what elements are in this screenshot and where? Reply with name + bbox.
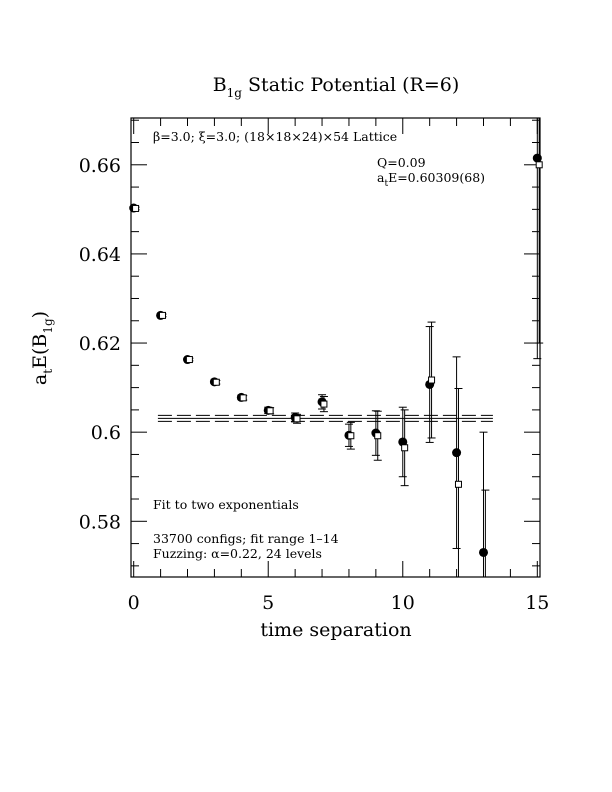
- x-tick-label: 0: [128, 592, 140, 614]
- y-axis-label: atE(B1g): [29, 311, 55, 385]
- chart-title: B1g Static Potential (R=6): [213, 74, 460, 100]
- title-rest: Static Potential (R=6): [242, 74, 459, 96]
- data-point-square: [320, 400, 328, 408]
- x-tick-label: 5: [262, 592, 274, 614]
- configs-annotation: 33700 configs; fit range 1–14: [153, 531, 339, 546]
- data-point-square: [428, 376, 436, 384]
- energy-sub: t: [384, 179, 388, 189]
- data-point-square: [347, 432, 355, 440]
- ylabel-sub1: t: [41, 369, 55, 374]
- q-value-annotation: Q=0.09: [377, 155, 426, 170]
- data-point-square: [239, 394, 247, 402]
- data-point-circle: [452, 448, 462, 458]
- energy-annotation: atE=0.60309(68): [377, 170, 485, 189]
- data-point-square: [374, 432, 382, 440]
- y-tick-label: 0.66: [79, 155, 121, 177]
- data-point-square: [266, 407, 274, 415]
- data-point-circle: [478, 547, 488, 557]
- data-point-square: [401, 444, 409, 452]
- data-point-circle: [532, 153, 542, 163]
- data-points: [129, 118, 544, 577]
- data-point-square: [293, 415, 301, 423]
- ylabel-main: a: [29, 374, 51, 385]
- data-point-square: [185, 356, 193, 364]
- data-point-square: [158, 311, 166, 319]
- ylabel-end: ): [29, 311, 51, 318]
- x-axis-label: time separation: [260, 619, 411, 641]
- data-point-square: [132, 204, 140, 212]
- x-tick-label: 15: [525, 592, 549, 614]
- lattice-annotation: β=3.0; ξ=3.0; (18×18×24)×54 Lattice: [153, 129, 397, 144]
- fit-band: [157, 414, 493, 422]
- plot-frame: [130, 117, 541, 578]
- fit-type-annotation: Fit to two exponentials: [153, 497, 299, 512]
- title-main: B: [213, 74, 227, 96]
- energy-main: a: [377, 170, 385, 185]
- tick-labels: 0 5 10 15 0.58 0.6 0.62 0.64 0.66: [79, 155, 550, 614]
- data-point-square: [535, 161, 543, 169]
- y-tick-label: 0.64: [79, 244, 121, 266]
- ylabel-sub2: 1g: [41, 318, 55, 334]
- data-point-square: [454, 480, 462, 488]
- y-tick-label: 0.58: [79, 511, 121, 533]
- x-tick-label: 10: [391, 592, 415, 614]
- data-point-square: [212, 378, 220, 386]
- y-tick-label: 0.62: [79, 333, 121, 355]
- fuzzing-annotation: Fuzzing: α=0.22, 24 levels: [153, 546, 322, 561]
- ylabel-mid: E(B: [29, 334, 51, 369]
- y-tick-label: 0.6: [91, 422, 121, 444]
- axis-ticks: [131, 118, 540, 577]
- title-sub: 1g: [227, 86, 243, 100]
- energy-rest: E=0.60309(68): [388, 170, 485, 185]
